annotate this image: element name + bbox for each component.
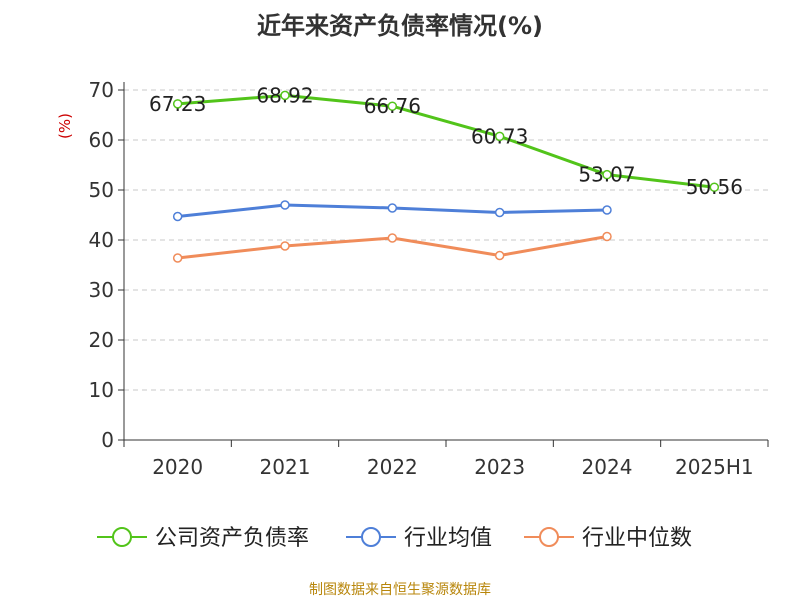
data-label: 66.76 — [364, 94, 421, 118]
data-point — [387, 203, 398, 213]
y-tick-label: 30 — [89, 278, 114, 302]
x-tick-label: 2020 — [152, 455, 203, 479]
source-note: 制图数据来自恒生聚源数据库 — [309, 582, 491, 598]
legend-marker — [539, 527, 559, 547]
legend-label: 行业均值 — [404, 526, 492, 551]
data-label-layer: 67.23 68.92 66.76 60.73 53.07 50.56 — [149, 83, 743, 199]
chart-title: 近年来资产负债率情况(%) — [257, 12, 543, 40]
legend-label: 行业中位数 — [582, 526, 692, 551]
data-point — [602, 205, 612, 215]
y-tick-label: 20 — [89, 328, 114, 352]
legend-marker — [112, 527, 132, 547]
data-label: 53.07 — [578, 163, 635, 187]
data-point — [172, 253, 183, 263]
data-point — [602, 231, 612, 242]
legend-item: 行业均值 — [346, 526, 492, 551]
data-point — [280, 200, 290, 210]
data-label: 50.56 — [686, 175, 743, 199]
data-point — [602, 169, 612, 180]
series-layer — [172, 90, 720, 263]
data-point — [280, 241, 290, 251]
data-point — [494, 250, 505, 261]
x-tick-label: 2025H1 — [675, 455, 754, 479]
x-tick-label: 2021 — [260, 455, 311, 479]
y-tick-label: 50 — [89, 178, 114, 202]
y-tick-label: 40 — [89, 228, 114, 252]
y-tick-label: 0 — [101, 428, 114, 452]
series-line — [177, 93, 715, 189]
data-point — [172, 99, 183, 109]
legend-marker — [361, 527, 381, 547]
data-label: 60.73 — [471, 124, 528, 148]
y-tick-label: 60 — [89, 128, 114, 152]
data-label: 67.23 — [149, 92, 206, 116]
y-tick-label: 70 — [89, 78, 114, 102]
data-point — [387, 101, 398, 111]
data-point — [494, 131, 505, 142]
data-point — [172, 211, 183, 222]
x-tick-label: 2024 — [582, 455, 633, 479]
legend-label: 公司资产负债率 — [155, 526, 309, 551]
data-point — [387, 233, 398, 243]
x-tick-label: 2023 — [474, 455, 525, 479]
data-label: 68.92 — [256, 83, 313, 107]
x-tick-label: 2022 — [367, 455, 418, 479]
y-axis-label: (%) — [56, 113, 74, 139]
grid-layer — [124, 89, 768, 391]
data-point — [280, 90, 290, 101]
data-point — [709, 182, 720, 192]
y-tick-label: 10 — [89, 378, 114, 402]
legend-item: 行业中位数 — [524, 526, 692, 551]
legend-item: 公司资产负债率 — [97, 526, 309, 551]
legend: 公司资产负债率 行业均值 行业中位数 — [97, 526, 692, 551]
data-point — [494, 207, 505, 218]
axis-layer: 0 10 20 30 40 50 60 70 2020 2021 2022 2023 2024 2025H… — [89, 78, 769, 479]
